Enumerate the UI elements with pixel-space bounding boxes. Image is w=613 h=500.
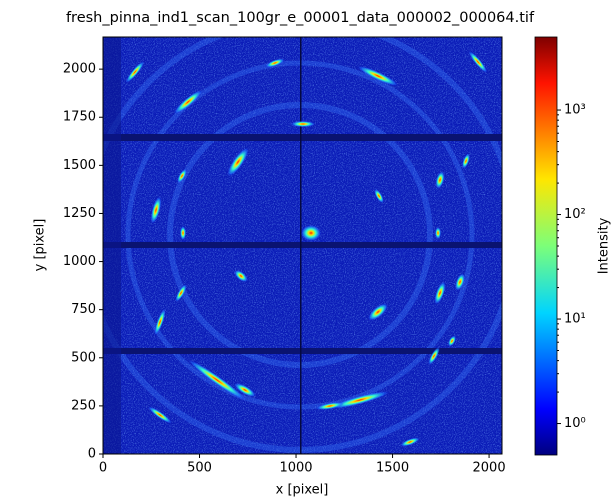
y-tick-label: 500 — [71, 350, 96, 365]
y-axis-label: y [pixel] — [33, 219, 48, 272]
chart-title: fresh_pinna_ind1_scan_100gr_e_00001_data… — [66, 10, 535, 26]
x-tick-label: 1500 — [376, 461, 409, 476]
x-tick-label: 2000 — [473, 461, 506, 476]
y-tick-label: 0 — [88, 447, 96, 462]
detector-image — [103, 37, 502, 454]
colorbar-tick-label: 10³ — [564, 103, 586, 118]
colorbar-label: Intensity — [597, 217, 612, 274]
x-axis-label: x [pixel] — [276, 483, 329, 498]
y-tick-label: 2000 — [63, 62, 96, 77]
y-tick-label: 1500 — [63, 158, 96, 173]
y-tick-label: 1750 — [63, 110, 96, 125]
y-tick-label: 750 — [71, 302, 96, 317]
y-tick-label: 250 — [71, 398, 96, 413]
y-tick-label: 1000 — [63, 254, 96, 269]
x-tick-label: 1000 — [279, 461, 312, 476]
colorbar-tick-label: 10¹ — [564, 312, 586, 327]
colorbar-tick-label: 10⁰ — [564, 416, 586, 431]
x-tick-label: 0 — [99, 461, 107, 476]
x-tick-label: 500 — [187, 461, 212, 476]
colorbar — [534, 36, 558, 456]
y-tick-label: 1250 — [63, 206, 96, 221]
plot-frame — [102, 36, 503, 455]
colorbar-tick-label: 10² — [564, 207, 586, 222]
